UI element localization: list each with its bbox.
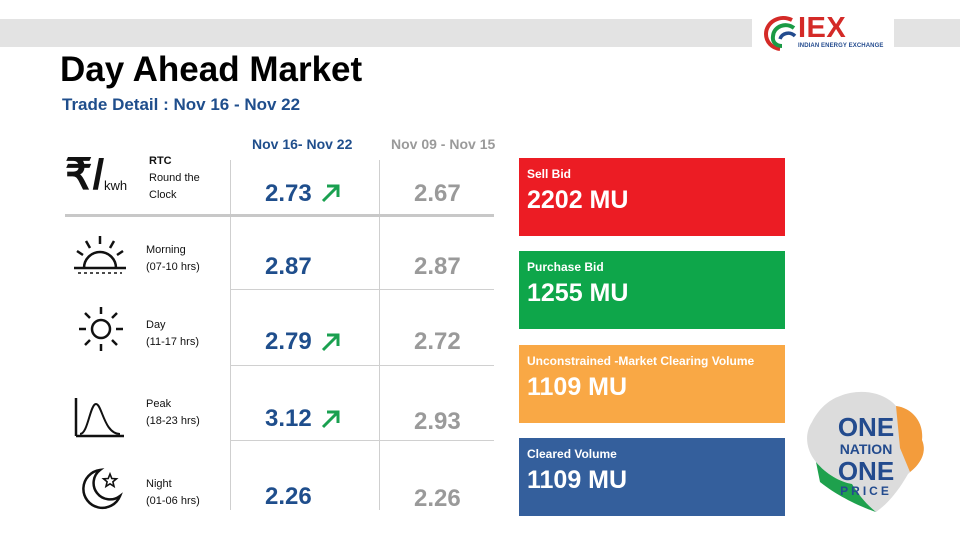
night-current-price: 2.26 — [265, 483, 312, 510]
day-previous-price: 2.72 — [414, 328, 461, 355]
row-divider — [65, 214, 494, 217]
iex-logo: IEX INDIAN ENERGY EXCHANGE — [752, 10, 894, 54]
row-divider — [230, 365, 494, 366]
row-label-morning: Morning (07-10 hrs) — [146, 244, 200, 273]
purchase-bid-value: 1255 MU — [527, 279, 629, 307]
badge-line-2: NATION — [839, 441, 893, 457]
row-label-day: Day (11-17 hrs) — [146, 319, 199, 348]
rtc-previous-price: 2.67 — [414, 180, 461, 207]
purchase-bid-card: Purchase Bid 1255 MU — [519, 251, 785, 329]
unit-kwh: kwh — [104, 178, 128, 193]
column-current-week: Nov 16- Nov 22 — [252, 136, 353, 152]
trend-up-arrow-icon — [321, 184, 340, 203]
row-label-rtc: RTC Round the Clock — [149, 155, 200, 201]
rupee-per-kwh-icon: ₹/ — [65, 151, 105, 199]
sun-icon — [79, 307, 123, 351]
trend-up-arrow-icon — [321, 410, 340, 429]
cleared-volume-value: 1109 MU — [527, 466, 628, 494]
row-divider — [230, 289, 494, 290]
unconstrained-mcv-label: Unconstrained -Market Clearing Volume — [527, 354, 755, 368]
morning-current-price: 2.87 — [265, 253, 312, 280]
day-current-price: 2.79 — [265, 328, 312, 355]
purchase-bid-label: Purchase Bid — [527, 260, 604, 274]
peak-previous-price: 2.93 — [414, 408, 461, 435]
peak-curve-icon — [74, 398, 124, 438]
row-label-night: Night (01-06 hrs) — [146, 478, 200, 507]
logo-tagline: INDIAN ENERGY EXCHANGE — [798, 43, 884, 49]
moon-star-icon — [82, 468, 123, 510]
column-divider — [230, 160, 231, 510]
row-divider — [230, 440, 494, 441]
india-map-icon — [807, 391, 924, 512]
sunrise-icon — [74, 236, 126, 274]
row-label-peak: Peak (18-23 hrs) — [146, 398, 200, 427]
unconstrained-mcv-card: Unconstrained -Market Clearing Volume 11… — [519, 345, 785, 423]
rtc-current-price: 2.73 — [265, 180, 312, 207]
page-title: Day Ahead Market — [60, 50, 363, 89]
column-previous-week: Nov 09 - Nov 15 — [391, 136, 496, 152]
night-previous-price: 2.26 — [414, 485, 461, 512]
badge-line-1: ONE — [837, 412, 895, 442]
sell-bid-card: Sell Bid 2202 MU — [519, 158, 785, 236]
sell-bid-label: Sell Bid — [527, 167, 572, 181]
peak-current-price: 3.12 — [265, 405, 312, 432]
badge-line-3: ONE — [837, 456, 895, 486]
cleared-volume-card: Cleared Volume 1109 MU — [519, 438, 785, 516]
morning-previous-price: 2.87 — [414, 253, 461, 280]
unconstrained-mcv-value: 1109 MU — [527, 373, 628, 401]
cleared-volume-label: Cleared Volume — [527, 447, 617, 461]
one-nation-one-price-badge: ONE NATION ONE PRICE — [800, 388, 932, 516]
sell-bid-value: 2202 MU — [527, 186, 629, 214]
page-subtitle: Trade Detail : Nov 16 - Nov 22 — [62, 95, 301, 114]
logo-brand: IEX — [798, 12, 847, 44]
badge-line-4: PRICE — [840, 484, 892, 498]
iex-swirl-icon — [763, 15, 797, 51]
column-divider — [379, 160, 380, 510]
trend-up-arrow-icon — [321, 333, 340, 352]
